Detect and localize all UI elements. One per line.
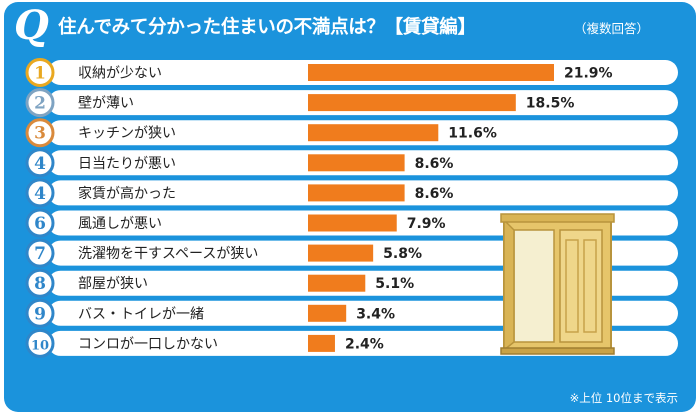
rank-badge xyxy=(25,178,55,208)
value-label: 8.6% xyxy=(415,156,454,172)
category-label: 洗濯物を干すスペースが狭い xyxy=(78,246,258,262)
category-label: 収納が少ない xyxy=(78,66,162,82)
bar xyxy=(308,64,554,81)
category-label: 部屋が狭い xyxy=(78,276,148,292)
value-label: 8.6% xyxy=(415,186,454,202)
rank-badge xyxy=(25,118,55,148)
rank-number: 4 xyxy=(34,154,46,174)
bar xyxy=(308,124,439,142)
category-label: 壁が薄い xyxy=(78,96,134,112)
value-label: 7.9% xyxy=(407,216,446,232)
rank-badge xyxy=(25,208,55,238)
category-label: コンロが一口しかない xyxy=(78,336,218,352)
category-label: 日当たりが悪い xyxy=(78,156,176,172)
rank-badge xyxy=(25,268,55,298)
rank-badge xyxy=(25,238,55,268)
rank-number: 2 xyxy=(34,94,46,114)
value-label: 18.5% xyxy=(526,96,575,112)
category-label: 風通しが悪い xyxy=(78,216,162,232)
rank-badge xyxy=(25,298,55,328)
wardrobe-illustration xyxy=(500,213,615,355)
bar xyxy=(308,94,516,112)
q-mark: Q xyxy=(14,2,49,49)
bar xyxy=(308,244,374,262)
category-label: キッチンが狭い xyxy=(78,126,176,142)
value-label: 5.8% xyxy=(383,246,422,262)
value-label: 5.1% xyxy=(375,276,414,292)
rank-number: 9 xyxy=(34,304,46,324)
value-label: 3.4% xyxy=(356,306,395,322)
rank-badge xyxy=(25,88,55,118)
rank-number: 8 xyxy=(34,274,46,294)
bar xyxy=(308,214,397,232)
category-label: バス・トイレが一緒 xyxy=(78,306,204,322)
bar xyxy=(308,304,347,322)
footnote: ※上位 10位まで表示 xyxy=(569,391,678,405)
chart-subtitle: （複数回答） xyxy=(574,21,650,36)
bar-chart: 1 収納が少ない 21.9% 2 壁が薄い 18.5% 3 キッチンが狭い 11.6% 4 日当たり… xyxy=(25,58,678,358)
rank-badge xyxy=(25,58,55,87)
value-label: 21.9% xyxy=(564,66,613,82)
rank-number: 1 xyxy=(34,64,46,84)
chart-title: 住んでみて分かった住まいの不満点は？【賃貸編】 xyxy=(58,17,476,38)
bar xyxy=(308,274,366,292)
bar xyxy=(308,334,335,352)
rank-number: 4 xyxy=(34,184,46,204)
value-label: 11.6% xyxy=(448,126,497,142)
value-label: 2.4% xyxy=(345,336,384,352)
category-label: 家賃が高かった xyxy=(78,185,176,202)
bar xyxy=(308,184,405,202)
rank-number: 7 xyxy=(34,244,46,264)
rank-number: 6 xyxy=(34,214,46,234)
rank-badge xyxy=(25,328,55,358)
rank-number: 10 xyxy=(31,338,49,353)
rank-badge xyxy=(25,148,55,178)
bar xyxy=(308,154,405,172)
chart-frame: Q 住んでみて分かった住まいの不満点は？【賃貸編】 （複数回答） 1 収納が少ない… xyxy=(4,2,696,412)
rank-number: 3 xyxy=(34,124,46,144)
